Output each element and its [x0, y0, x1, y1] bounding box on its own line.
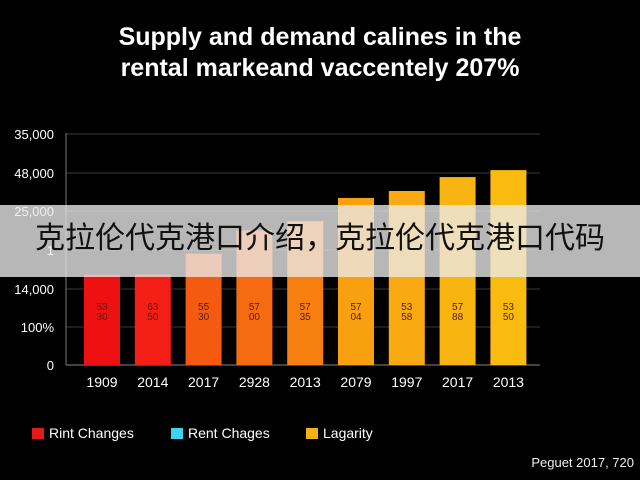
y-tick-label: 14,000 — [14, 282, 54, 297]
bar-value-label: 57 — [350, 302, 362, 313]
bar-value-label: 53 — [503, 302, 515, 313]
x-tick-label: 2928 — [239, 374, 270, 390]
bar-value-label: 53 — [401, 302, 413, 313]
x-tick-label: 2013 — [290, 374, 321, 390]
bar-value-label: 88 — [452, 312, 464, 323]
bar-value-label: 58 — [401, 312, 413, 323]
legend-swatch-cyan — [171, 427, 183, 439]
bar-value-label: 50 — [503, 312, 515, 323]
x-tick-label: 2017 — [442, 374, 473, 390]
legend-item-rent-chages: Rent Chages — [171, 425, 270, 441]
bar-value-label: 04 — [350, 312, 362, 323]
chart-title: Supply and demand calines in the rental … — [0, 22, 640, 84]
legend-label: Rent Chages — [188, 425, 270, 441]
x-tick-label: 1997 — [391, 374, 422, 390]
bar-value-label: 55 — [198, 302, 210, 313]
legend-item-lagarity: Lagarity — [306, 425, 373, 441]
overlay-banner-text: 克拉伦代克港口介绍，克拉伦代克港口代码 — [35, 221, 605, 256]
bar-value-label: 35 — [300, 312, 312, 323]
legend-label: Lagarity — [323, 425, 373, 441]
x-tick-label: 2013 — [493, 374, 524, 390]
legend-item-rint-changes: Rint Changes — [32, 425, 134, 441]
legend-label: Rint Changes — [49, 425, 134, 441]
chart-title-line-1: Supply and demand calines in the — [118, 23, 522, 51]
bar-value-label: 57 — [249, 302, 261, 313]
bar — [134, 274, 171, 365]
bar-value-label: 00 — [249, 312, 261, 323]
bar-value-label: 30 — [96, 312, 108, 323]
legend-swatch-red — [32, 427, 44, 439]
x-tick-label: 2079 — [340, 374, 371, 390]
chart-title-line-2: rental markeand vaccentely 207% — [120, 54, 520, 82]
bar — [84, 274, 120, 365]
bar-value-label: 57 — [300, 302, 312, 313]
x-tick-label: 2014 — [137, 374, 168, 390]
x-tick-label: 1909 — [86, 374, 117, 390]
legend-swatch-yellow — [306, 427, 318, 439]
bar-value-label: 50 — [147, 312, 159, 323]
bar-value-label: 57 — [452, 302, 464, 313]
overlay-banner — [0, 205, 640, 277]
source-note: Peguet 2017, 720 — [531, 455, 634, 470]
y-tick-label: 100% — [21, 320, 55, 335]
x-tick-label: 2017 — [188, 374, 219, 390]
bar-value-label: 63 — [147, 302, 159, 313]
y-tick-label: 48,000 — [14, 166, 54, 181]
y-tick-label: 35,000 — [14, 127, 54, 142]
bar-value-label: 30 — [198, 312, 210, 323]
bar-value-label: 53 — [96, 302, 108, 313]
y-tick-label: 0 — [47, 358, 54, 373]
